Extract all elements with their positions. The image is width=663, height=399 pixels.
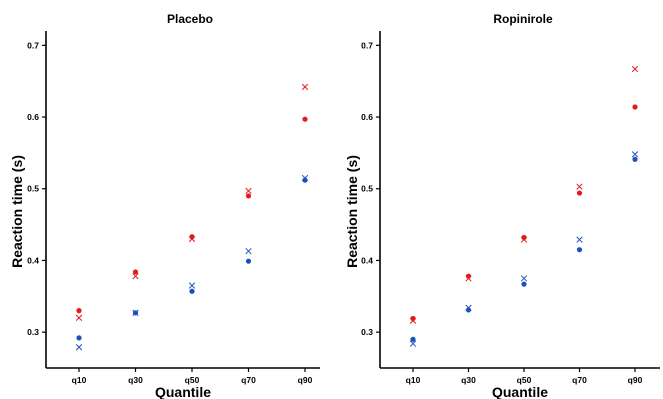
data-point-cross	[301, 83, 309, 91]
x-tick-label: q90	[298, 375, 313, 385]
data-point-cross	[520, 236, 528, 243]
x-tick-label: q10	[406, 375, 421, 385]
data-point-cross	[132, 309, 139, 316]
x-tick-label: q10	[72, 375, 87, 385]
data-point-cross	[245, 187, 252, 195]
y-tick-label: 0.4	[361, 255, 373, 265]
data-point-cross	[75, 314, 83, 321]
data-point-cross	[409, 340, 417, 347]
y-tick-label: 0.5	[27, 184, 39, 194]
x-tick-label: q50	[185, 375, 200, 385]
data-point-cross	[576, 183, 583, 190]
x-tick-label: q70	[572, 375, 587, 385]
data-point-circle	[576, 190, 583, 196]
y-tick-label: 0.7	[27, 40, 39, 50]
data-point-circle	[245, 193, 252, 199]
ropinirole-panel: Ropinirole 0.3 0.4 0.5 0.6 0.7 q10 q30 q50 q70 q90…	[344, 12, 660, 399]
data-point-cross	[520, 275, 528, 282]
data-point-circle	[245, 258, 252, 264]
data-point-cross	[409, 317, 417, 324]
data-point-circle	[302, 116, 308, 122]
x-tick-label: q30	[128, 375, 143, 385]
y-tick-label: 0.3	[27, 327, 39, 337]
data-point-circle	[632, 156, 638, 162]
data-point-cross	[245, 247, 252, 255]
data-point-cross	[188, 235, 196, 243]
data-point-cross	[188, 282, 196, 289]
x-tick-label: q30	[461, 375, 476, 385]
x-tick-label: q50	[517, 375, 532, 385]
data-point-circle	[632, 104, 638, 110]
data-point-cross	[465, 275, 472, 282]
data-point-cross	[631, 151, 639, 158]
data-point-cross	[301, 174, 309, 182]
data-point-circle	[132, 269, 139, 275]
x-axis-title: Quantile	[492, 384, 548, 399]
x-tick-label: q70	[241, 375, 256, 385]
data-point-circle	[189, 288, 195, 294]
data-point-cross	[576, 236, 583, 243]
data-point-circle	[576, 247, 583, 253]
y-tick-label: 0.7	[361, 40, 373, 50]
data-point-circle	[76, 308, 82, 314]
data-point-cross	[132, 273, 139, 280]
data-point-circle	[76, 335, 82, 341]
y-tick-label: 0.4	[27, 255, 39, 265]
data-point-cross	[465, 304, 472, 311]
data-point-cross	[631, 65, 639, 73]
data-point-circle	[521, 281, 527, 287]
y-axis-title: Reaction time (s)	[9, 155, 25, 268]
data-point-cross	[75, 344, 83, 351]
panel-title: Placebo	[167, 12, 213, 26]
x-tick-label: q90	[628, 375, 643, 385]
panel-title: Ropinirole	[493, 12, 553, 26]
placebo-panel: Placebo 0.3 0.4 0.5 0.6 0.7 q10 q30 q50 q70 q90 Qua…	[9, 12, 320, 399]
y-tick-label: 0.6	[27, 112, 39, 122]
y-tick-label: 0.6	[361, 112, 373, 122]
data-point-circle	[410, 336, 416, 342]
y-axis-title: Reaction time (s)	[344, 155, 360, 268]
y-tick-label: 0.5	[361, 184, 373, 194]
y-tick-label: 0.3	[361, 327, 373, 337]
x-axis-title: Quantile	[155, 384, 211, 399]
